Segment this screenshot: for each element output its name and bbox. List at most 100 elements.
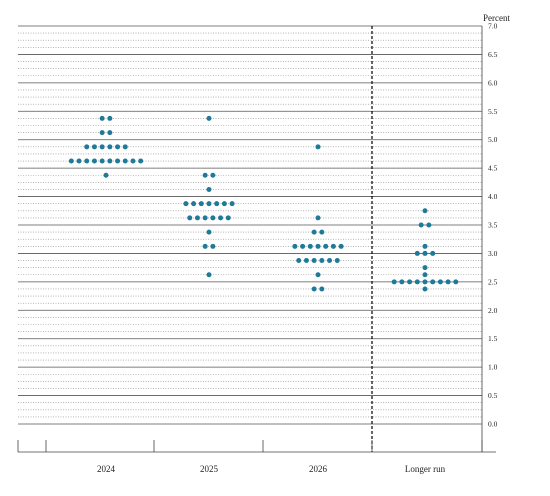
- x-tick-marks: [17, 440, 483, 452]
- participant-dot: [221, 201, 227, 207]
- participant-dot: [84, 144, 90, 150]
- participant-dot: [68, 158, 74, 164]
- participant-dot: [99, 158, 105, 164]
- y-tick-label: 3.0: [488, 249, 498, 258]
- participant-dot: [210, 215, 216, 221]
- y-tick-label: 0.0: [488, 420, 498, 429]
- participant-dot: [414, 279, 420, 285]
- participant-dot: [315, 243, 321, 249]
- y-tick-label: 2.0: [488, 306, 498, 315]
- participant-dot: [311, 258, 317, 264]
- grid-lines: [18, 25, 482, 425]
- participant-dot: [422, 286, 428, 292]
- participant-dot: [319, 229, 325, 235]
- participant-dot: [206, 115, 212, 121]
- participant-dot: [300, 243, 306, 249]
- participant-dot: [194, 215, 200, 221]
- y-tick-label: 0.5: [488, 391, 498, 400]
- participant-dot: [338, 243, 344, 249]
- y-tick-label: 5.5: [488, 107, 498, 116]
- participant-dots: [68, 115, 459, 292]
- y-axis-unit-label: Percent: [483, 13, 510, 23]
- participant-dot: [206, 272, 212, 278]
- participant-dot: [76, 158, 82, 164]
- participant-dot: [430, 250, 436, 256]
- participant-dot: [422, 208, 428, 214]
- participant-dot: [422, 265, 428, 271]
- participant-dot: [422, 243, 428, 249]
- participant-dot: [122, 158, 128, 164]
- category-label: Longer run: [405, 464, 446, 474]
- category-label: 2026: [309, 464, 328, 474]
- participant-dot: [130, 158, 136, 164]
- participant-dot: [202, 215, 208, 221]
- y-tick-label: 1.5: [488, 334, 498, 343]
- participant-dot: [445, 279, 451, 285]
- participant-dot: [202, 243, 208, 249]
- y-tick-label: 6.0: [488, 78, 498, 87]
- participant-dot: [115, 144, 121, 150]
- participant-dot: [422, 279, 428, 285]
- participant-dot: [453, 279, 459, 285]
- participant-dot: [315, 272, 321, 278]
- participant-dot: [191, 201, 197, 207]
- participant-dot: [407, 279, 413, 285]
- y-tick-label: 5.0: [488, 135, 498, 144]
- participant-dot: [103, 172, 109, 178]
- y-tick-label: 7.0: [488, 22, 498, 31]
- participant-dot: [122, 144, 128, 150]
- category-labels: 2024 2025 2026 Longer run: [97, 464, 446, 474]
- axes: [18, 26, 496, 453]
- participant-dot: [437, 279, 443, 285]
- category-label: 2025: [200, 464, 219, 474]
- participant-dot: [210, 243, 216, 249]
- participant-dot: [187, 215, 193, 221]
- participant-dot: [334, 258, 340, 264]
- participant-dot: [198, 201, 204, 207]
- participant-dot: [214, 201, 220, 207]
- participant-dot: [99, 115, 105, 121]
- participant-dot: [138, 158, 144, 164]
- participant-dot: [319, 258, 325, 264]
- participant-dot: [399, 279, 405, 285]
- participant-dot: [115, 158, 121, 164]
- category-label: 2024: [97, 464, 116, 474]
- participant-dot: [91, 144, 97, 150]
- y-tick-label: 4.0: [488, 192, 498, 201]
- y-tick-label: 6.5: [488, 50, 498, 59]
- participant-dot: [99, 130, 105, 136]
- participant-dot: [210, 172, 216, 178]
- participant-dot: [422, 272, 428, 278]
- participant-dot: [91, 158, 97, 164]
- participant-dot: [303, 258, 309, 264]
- y-tick-label: 3.5: [488, 221, 498, 230]
- participant-dot: [330, 243, 336, 249]
- participant-dot: [311, 229, 317, 235]
- participant-dot: [323, 243, 329, 249]
- participant-dot: [307, 243, 313, 249]
- participant-dot: [107, 144, 113, 150]
- y-tick-label: 1.0: [488, 363, 498, 372]
- participant-dot: [84, 158, 90, 164]
- y-tick-labels: 7.0 6.5 6.0 5.5 5.0 4.5 4.0 3.5 3.0 2.5 2.0 1.5 1.0 0…: [488, 22, 498, 429]
- participant-dot: [99, 144, 105, 150]
- participant-dot: [315, 215, 321, 221]
- participant-dot: [414, 250, 420, 256]
- y-tick-label: 4.5: [488, 164, 498, 173]
- participant-dot: [430, 279, 436, 285]
- participant-dot: [225, 215, 231, 221]
- participant-dot: [229, 201, 235, 207]
- participant-dot: [418, 222, 424, 228]
- y-tick-label: 2.5: [488, 277, 498, 286]
- participant-dot: [107, 130, 113, 136]
- participant-dot: [206, 201, 212, 207]
- participant-dot: [319, 286, 325, 292]
- participant-dot: [183, 201, 189, 207]
- participant-dot: [296, 258, 302, 264]
- participant-dot: [107, 115, 113, 121]
- participant-dot: [422, 250, 428, 256]
- participant-dot: [206, 186, 212, 192]
- participant-dot: [391, 279, 397, 285]
- participant-dot: [426, 222, 432, 228]
